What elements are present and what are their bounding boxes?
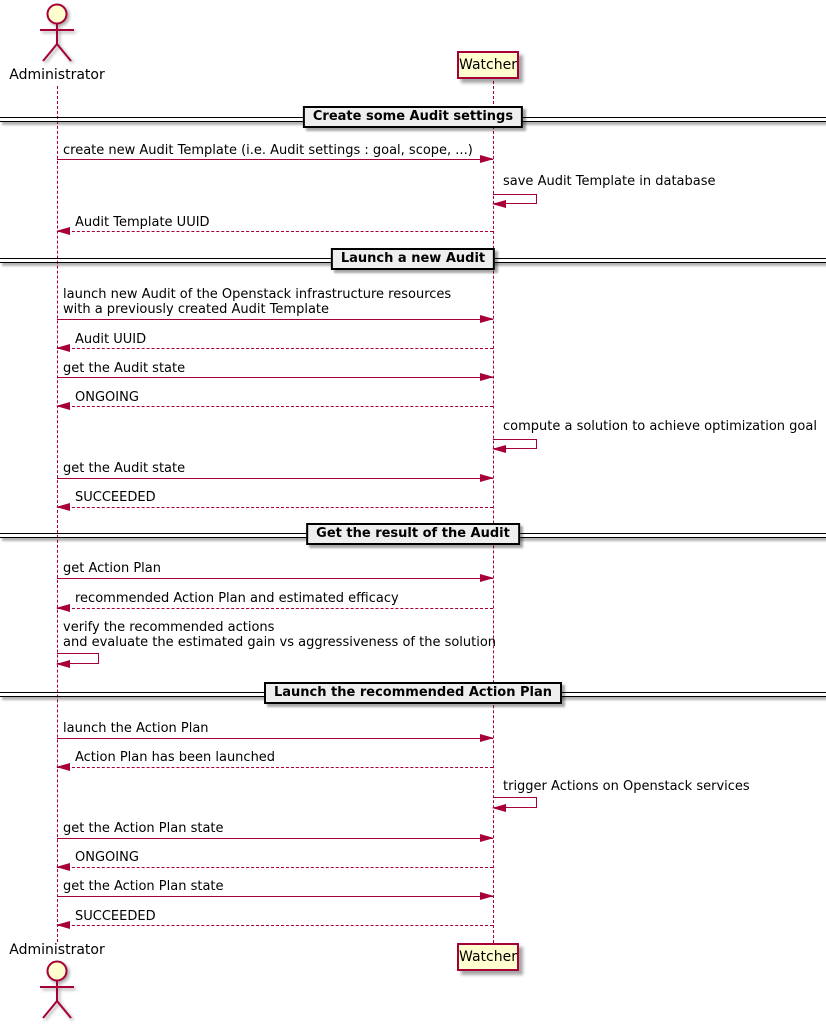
message-label: launch the Action Plan (63, 721, 209, 736)
return-arrow (56, 863, 493, 871)
watcher-box-bottom: Watcher (457, 943, 519, 971)
message-label: get the Audit state (63, 461, 186, 476)
return-arrow (56, 604, 493, 612)
divider-launch-action-plan: Launch the recommended Action Plan (263, 682, 563, 704)
return-label: Audit UUID (75, 332, 147, 347)
arrowhead-left-icon (56, 402, 70, 410)
arrowhead-right-icon (480, 315, 494, 323)
actor-icon (40, 3, 74, 62)
message-line: verify the recommended actions (63, 620, 275, 635)
self-message-label: verify the recommended actions and evalu… (63, 620, 496, 650)
actor-label-bottom: Administrator (9, 942, 105, 958)
message-label: launch new Audit of the Openstack infras… (63, 287, 451, 317)
watcher-box-top: Watcher (457, 51, 519, 79)
arrowhead-left-icon (492, 445, 506, 453)
arrowhead-left-icon (56, 344, 70, 352)
arrowhead-right-icon (480, 892, 494, 900)
message-line: launch new Audit of the Openstack infras… (63, 287, 452, 302)
arrowhead-left-icon (56, 763, 70, 771)
self-message-label: compute a solution to achieve optimizati… (503, 419, 817, 434)
self-message-loop (56, 653, 99, 668)
watcher-lifeline (493, 81, 494, 943)
self-message-label: save Audit Template in database (503, 174, 716, 189)
return-label: ONGOING (75, 390, 139, 405)
self-message-loop (492, 439, 537, 453)
actor-label-top: Administrator (9, 67, 105, 83)
return-arrow (56, 344, 493, 352)
arrowhead-left-icon (56, 503, 70, 511)
return-arrow (56, 763, 493, 771)
divider-launch-new-audit: Launch a new Audit (330, 248, 496, 270)
arrowhead-left-icon (56, 863, 70, 871)
arrowhead-right-icon (480, 734, 494, 742)
message-label: get the Audit state (63, 361, 186, 376)
message-arrow (57, 734, 494, 742)
return-label: ONGOING (75, 850, 139, 865)
message-arrow (57, 574, 494, 582)
return-arrow (56, 402, 493, 410)
message-label: get Action Plan (63, 561, 161, 576)
self-message-loop (492, 194, 537, 208)
divider-get-audit-result: Get the result of the Audit (306, 523, 520, 545)
message-arrow (57, 155, 494, 163)
message-label: create new Audit Template (i.e. Audit se… (63, 143, 473, 158)
message-arrow (57, 373, 494, 381)
arrowhead-left-icon (56, 660, 70, 668)
arrowhead-right-icon (480, 574, 494, 582)
arrowhead-left-icon (56, 227, 70, 235)
arrowhead-right-icon (480, 474, 494, 482)
message-arrow (57, 892, 494, 900)
return-label: Action Plan has been launched (75, 750, 276, 765)
arrowhead-right-icon (480, 155, 494, 163)
divider-create-audit-settings: Create some Audit settings (302, 106, 524, 128)
self-message-loop (492, 797, 537, 812)
return-label: recommended Action Plan and estimated ef… (75, 591, 399, 606)
message-label: get the Action Plan state (63, 821, 224, 836)
administrator-lifeline (57, 86, 58, 942)
actor-icon (40, 960, 74, 1019)
message-arrow (57, 834, 494, 842)
message-line: and evaluate the estimated gain vs aggre… (63, 635, 497, 650)
arrowhead-right-icon (480, 834, 494, 842)
message-arrow (57, 474, 494, 482)
arrowhead-left-icon (492, 200, 506, 208)
return-label: SUCCEEDED (75, 909, 156, 924)
message-label: get the Action Plan state (63, 879, 224, 894)
message-line: with a previously created Audit Template (63, 302, 330, 317)
message-arrow (57, 315, 494, 323)
arrowhead-right-icon (480, 373, 494, 381)
arrowhead-left-icon (56, 921, 70, 929)
return-label: Audit Template UUID (75, 215, 210, 230)
return-arrow (56, 227, 493, 235)
return-arrow (56, 503, 493, 511)
arrowhead-left-icon (492, 804, 506, 812)
self-message-label: trigger Actions on Openstack services (503, 779, 750, 794)
return-label: SUCCEEDED (75, 490, 156, 505)
return-arrow (56, 921, 493, 929)
arrowhead-left-icon (56, 604, 70, 612)
